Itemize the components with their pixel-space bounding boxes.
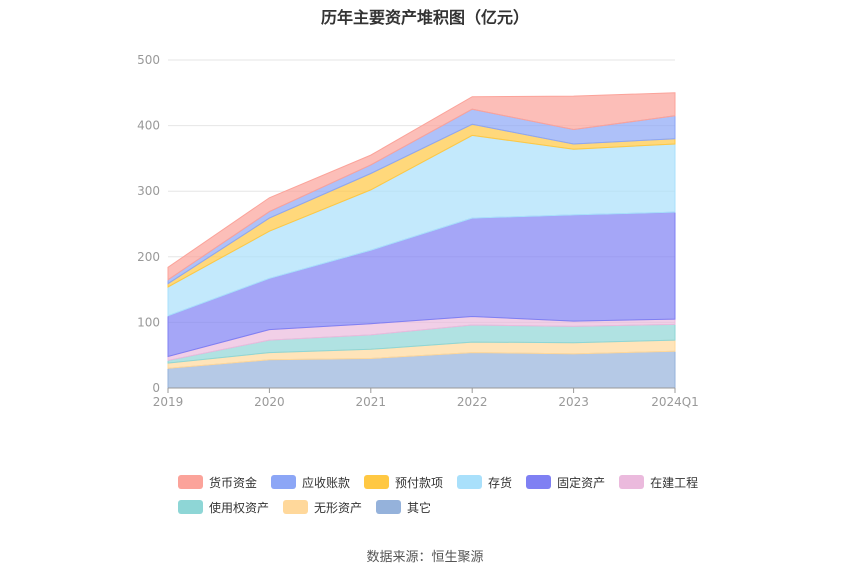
x-tick-label: 2019	[153, 395, 184, 409]
legend-swatch	[271, 475, 297, 489]
legend-item[interactable]: 在建工程	[619, 472, 698, 492]
legend-item[interactable]: 应收账款	[271, 472, 350, 492]
legend-label: 在建工程	[650, 475, 699, 490]
legend-label: 预付款项	[395, 475, 444, 490]
y-tick-label: 100	[137, 315, 160, 329]
legend-swatch	[376, 500, 402, 514]
legend-label: 使用权资产	[209, 500, 270, 515]
legend-label: 固定资产	[557, 475, 606, 490]
legend-item[interactable]: 其它	[376, 497, 431, 517]
legend-swatch	[178, 500, 203, 514]
legend-swatch	[178, 475, 203, 489]
chart-title: 历年主要资产堆积图（亿元）	[320, 8, 529, 27]
legend-swatch	[619, 475, 645, 489]
y-tick-label: 200	[137, 250, 160, 264]
legend-item[interactable]: 货币资金	[178, 472, 257, 492]
axes: 0 100 200 300 400 500 2019 2020 2021 2022 2023 2024…	[137, 53, 699, 409]
legend-swatch	[457, 475, 483, 489]
x-tick-label: 2020	[254, 395, 285, 409]
legend-item[interactable]: 固定资产	[526, 472, 605, 492]
x-tick-label: 2022	[457, 395, 488, 409]
legend: 货币资金 应收账款 预付款项 存货 固定资产 在建工程使用权资产 无形资产 其它	[178, 472, 718, 522]
legend-label: 货币资金	[209, 475, 258, 490]
legend-item[interactable]: 存货	[457, 472, 512, 492]
y-tick-label: 0	[152, 381, 160, 395]
y-tick-label: 500	[137, 53, 160, 67]
x-tick-label: 2024Q1	[651, 395, 699, 409]
legend-swatch	[283, 500, 309, 514]
legend-item[interactable]: 预付款项	[364, 472, 443, 492]
legend-item[interactable]: 使用权资产	[178, 497, 269, 517]
data-source: 数据来源：恒生聚源	[366, 550, 484, 565]
legend-label: 无形资产	[314, 500, 363, 515]
y-tick-label: 400	[137, 119, 160, 133]
legend-label: 存货	[488, 475, 513, 490]
legend-label: 其它	[407, 500, 432, 515]
legend-swatch	[526, 475, 552, 489]
area-series-group	[167, 92, 676, 389]
legend-item[interactable]: 无形资产	[283, 497, 362, 517]
y-tick-label: 300	[137, 184, 160, 198]
area-series-8[interactable]	[167, 92, 676, 281]
x-tick-label: 2021	[356, 395, 387, 409]
legend-label: 应收账款	[302, 475, 351, 490]
x-tick-label: 2023	[558, 395, 589, 409]
legend-swatch	[364, 475, 390, 489]
